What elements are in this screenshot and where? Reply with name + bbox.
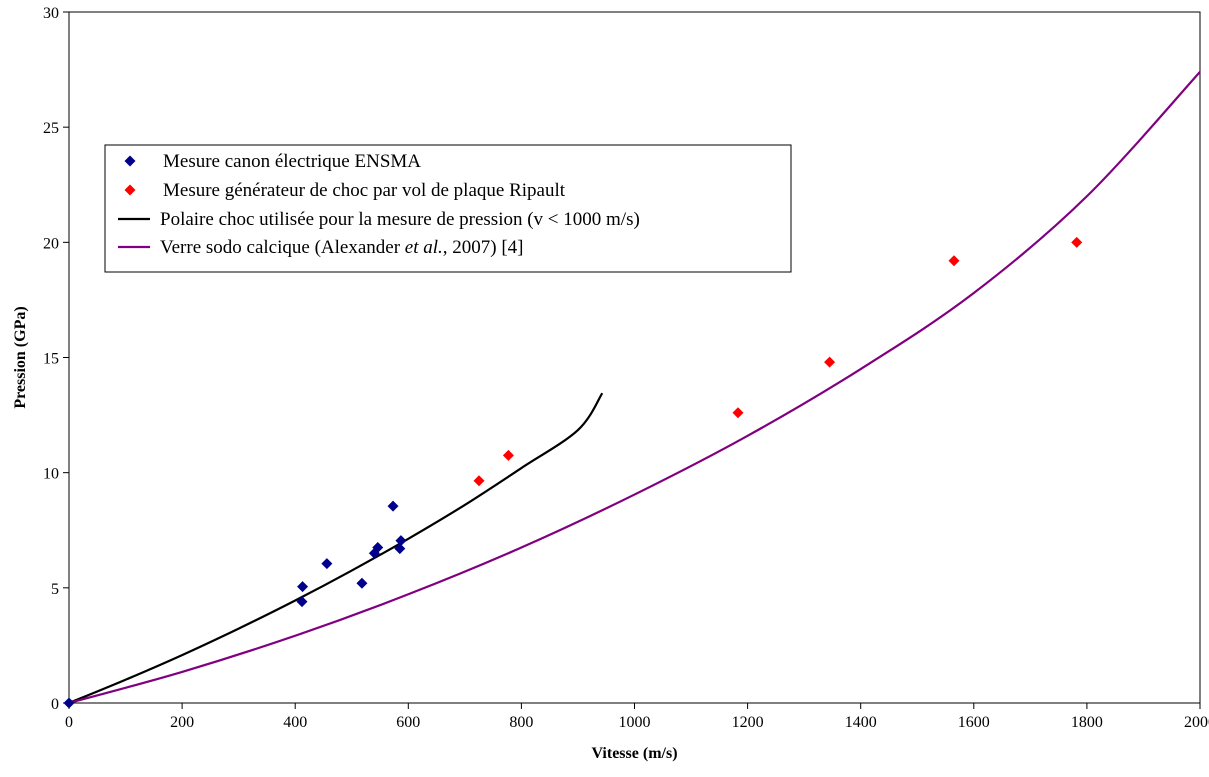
- series-0-point: [372, 542, 384, 554]
- x-tick-label: 800: [509, 714, 533, 731]
- y-tick-label: 30: [43, 5, 59, 22]
- plot-area: [68, 11, 1201, 704]
- legend-label-1: Mesure générateur de choc par vol de pla…: [163, 180, 566, 201]
- y-tick-label: 20: [43, 235, 59, 252]
- series-1-point: [824, 356, 836, 368]
- x-tick-label: 600: [396, 714, 420, 731]
- legend-label-0: Mesure canon électrique ENSMA: [163, 151, 421, 172]
- legend-box: [104, 144, 792, 273]
- legend-marker-1: [124, 184, 136, 196]
- y-tick-label: 15: [43, 351, 59, 368]
- legend-items: Mesure canon électrique ENSMA Mesure géné…: [118, 151, 640, 258]
- series-0-point: [356, 577, 368, 589]
- series-1-point: [1071, 236, 1083, 248]
- series-0-point: [395, 535, 407, 547]
- y-tick-label: 5: [51, 581, 59, 598]
- y-tick-label: 10: [43, 466, 59, 483]
- y-tick-label: 0: [51, 696, 59, 713]
- x-tick-label: 1800: [1071, 714, 1103, 731]
- legend-marker-0: [124, 155, 136, 167]
- y-tick-label: 25: [43, 120, 59, 137]
- legend-label-part: , 2007) [4]: [443, 237, 524, 258]
- x-tick-label: 1400: [845, 714, 877, 731]
- series-0-point: [63, 697, 75, 709]
- series-1-point: [473, 475, 485, 487]
- series-0-point: [321, 558, 333, 570]
- x-tick-label: 1200: [732, 714, 764, 731]
- series-layer: [63, 71, 1201, 709]
- series-1-point: [948, 255, 960, 267]
- series-2-line: [68, 392, 604, 705]
- x-tick-label: 1000: [619, 714, 651, 731]
- x-tick-label: 200: [170, 714, 194, 731]
- series-0-point: [394, 543, 406, 555]
- legend-label-part: Verre sodo calcique (Alexander: [160, 237, 405, 258]
- x-tick-label: 400: [283, 714, 307, 731]
- y-axis-title: Pression (GPa): [12, 306, 29, 408]
- series-3-line: [68, 71, 1201, 705]
- series-0-point: [297, 581, 309, 593]
- legend-label-2: Polaire choc utilisée pour la mesure de …: [160, 209, 640, 230]
- series-0-point: [387, 500, 399, 512]
- series-1-point: [732, 407, 744, 419]
- x-axis-title: Vitesse (m/s): [591, 745, 677, 762]
- x-tick-label: 1600: [958, 714, 990, 731]
- legend-label-part: et al.: [405, 237, 443, 258]
- legend-label-3: Verre sodo calcique (Alexander et al., 2…: [160, 237, 524, 258]
- series-0-point: [296, 596, 308, 608]
- legend: Mesure canon électrique ENSMA Mesure géné…: [104, 144, 792, 273]
- x-tick-label: 0: [65, 714, 73, 731]
- series-1-point: [502, 449, 514, 461]
